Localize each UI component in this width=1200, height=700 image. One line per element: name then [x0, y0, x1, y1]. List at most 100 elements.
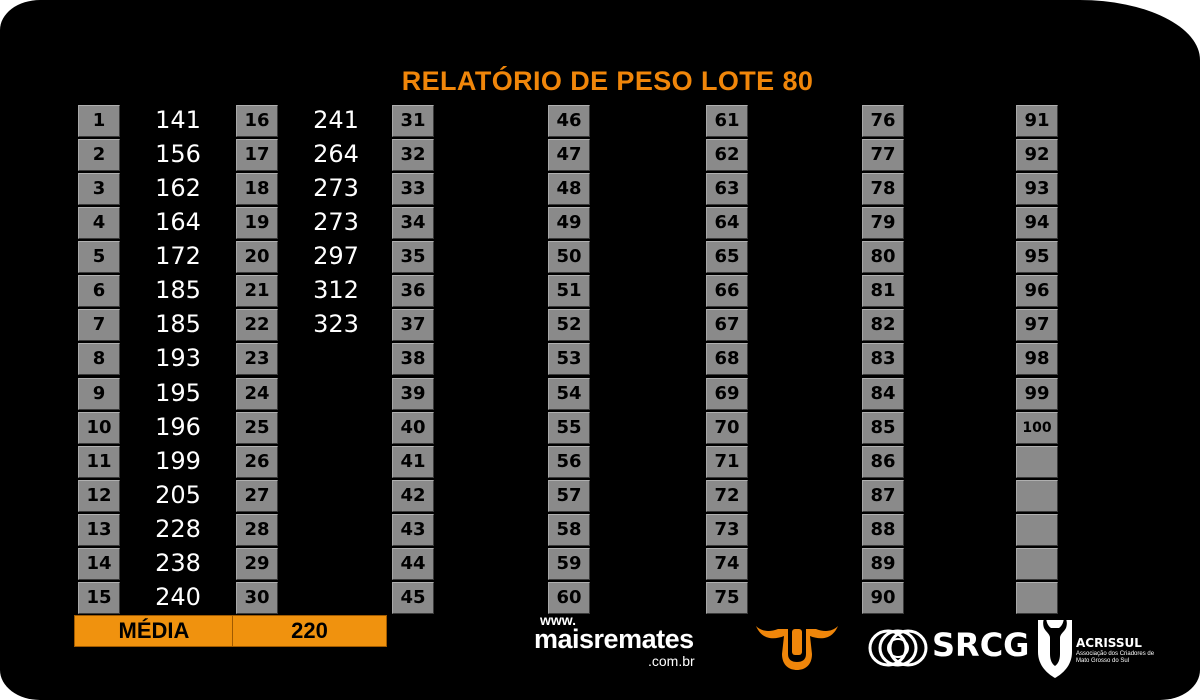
number-box: 61	[706, 105, 748, 137]
number-box: 38	[392, 343, 434, 375]
number-box: 98	[1016, 343, 1058, 375]
number-box: 59	[548, 548, 590, 580]
number-box: 27	[236, 480, 278, 512]
number-box: 33	[392, 173, 434, 205]
weight-value: 195	[155, 379, 201, 407]
number-box: 14	[78, 548, 120, 580]
number-box: 78	[862, 173, 904, 205]
number-box: 97	[1016, 309, 1058, 341]
number-box: 20	[236, 241, 278, 273]
number-box: 67	[706, 309, 748, 341]
number-box: 100	[1016, 412, 1058, 444]
weight-value: 164	[155, 208, 201, 236]
number-box: 16	[236, 105, 278, 137]
average-value: 220	[232, 615, 387, 647]
number-box: 28	[236, 514, 278, 546]
number-box: 51	[548, 275, 590, 307]
number-box: 46	[548, 105, 590, 137]
number-box: 47	[548, 139, 590, 171]
weight-value	[286, 342, 386, 374]
number-box: 68	[706, 343, 748, 375]
number-box: 84	[862, 378, 904, 410]
number-box: 99	[1016, 378, 1058, 410]
number-box: 9	[78, 378, 120, 410]
weight-value: 185	[155, 276, 201, 304]
acrissul-name: ACRISSUL	[1076, 636, 1142, 650]
number-box: 32	[392, 139, 434, 171]
number-box: 66	[706, 275, 748, 307]
weight-value: 185	[155, 310, 201, 338]
number-box: 48	[548, 173, 590, 205]
weight-value: 205	[155, 481, 201, 509]
number-box: 2	[78, 139, 120, 171]
number-box: 36	[392, 275, 434, 307]
number-box: 62	[706, 139, 748, 171]
srcg-emblem-icon	[868, 629, 928, 667]
average-label: MÉDIA	[74, 615, 234, 647]
number-box: 30	[236, 582, 278, 614]
weight-value: 228	[155, 515, 201, 543]
maisremates-domain: .com.br	[648, 653, 695, 669]
number-box: 24	[236, 378, 278, 410]
number-box: 76	[862, 105, 904, 137]
maisremates-logo: www. maisremates .com.br	[530, 612, 710, 674]
srcg-text: SRCG	[932, 626, 1030, 664]
maisremates-www: www.	[540, 612, 577, 628]
number-box: 83	[862, 343, 904, 375]
number-box: 65	[706, 241, 748, 273]
number-box: 13	[78, 514, 120, 546]
number-box: 44	[392, 548, 434, 580]
number-box: 17	[236, 139, 278, 171]
number-box: 87	[862, 480, 904, 512]
number-box: 74	[706, 548, 748, 580]
number-box: 73	[706, 514, 748, 546]
number-box: 89	[862, 548, 904, 580]
number-box: 43	[392, 514, 434, 546]
number-box: 12	[78, 480, 120, 512]
weight-value: 297	[313, 242, 359, 270]
number-box: 21	[236, 275, 278, 307]
report-title: RELATÓRIO DE PESO LOTE 80	[401, 66, 814, 96]
weight-value: 238	[155, 549, 201, 577]
number-box: 22	[236, 309, 278, 341]
acrissul-logo: ACRISSUL Associação dos Criadores de Mat…	[1036, 614, 1166, 684]
weight-value: 196	[155, 413, 201, 441]
weight-value	[286, 445, 386, 477]
number-box: 1	[78, 105, 120, 137]
acrissul-subtitle: Associação dos Criadores de Mato Grosso …	[1076, 651, 1155, 664]
number-box: 82	[862, 309, 904, 341]
weight-value: 193	[155, 344, 201, 372]
number-box: 41	[392, 446, 434, 478]
number-box: 7	[78, 309, 120, 341]
number-box: 39	[392, 378, 434, 410]
number-box: 69	[706, 378, 748, 410]
number-box: 37	[392, 309, 434, 341]
number-box: 96	[1016, 275, 1058, 307]
bull-head-icon	[752, 620, 842, 672]
number-box: 18	[236, 173, 278, 205]
number-box: 88	[862, 514, 904, 546]
number-box: 92	[1016, 139, 1058, 171]
weight-value: 199	[155, 447, 201, 475]
number-box	[1016, 446, 1058, 478]
number-box: 70	[706, 412, 748, 444]
number-box: 15	[78, 582, 120, 614]
number-box: 94	[1016, 207, 1058, 239]
number-box: 72	[706, 480, 748, 512]
weight-value	[286, 581, 386, 613]
weight-value: 240	[155, 583, 201, 611]
weight-value: 156	[155, 140, 201, 168]
number-box: 75	[706, 582, 748, 614]
number-box: 4	[78, 207, 120, 239]
number-box: 6	[78, 275, 120, 307]
number-box: 90	[862, 582, 904, 614]
number-box: 86	[862, 446, 904, 478]
number-box: 80	[862, 241, 904, 273]
weight-value	[286, 377, 386, 409]
number-box: 54	[548, 378, 590, 410]
number-box: 34	[392, 207, 434, 239]
number-box: 57	[548, 480, 590, 512]
weight-value: 273	[313, 174, 359, 202]
maisremates-brand: maisremates	[534, 624, 694, 654]
number-box: 42	[392, 480, 434, 512]
